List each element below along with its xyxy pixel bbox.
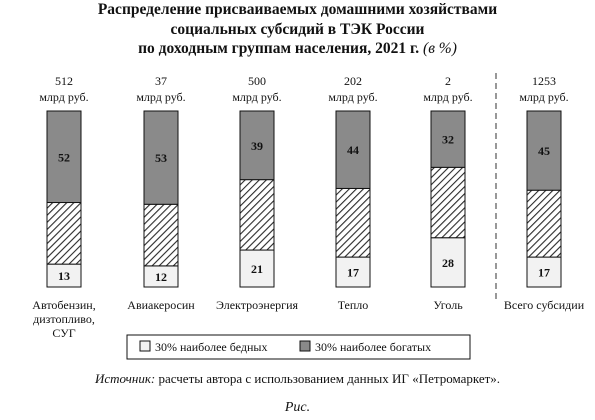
title-unit: (в %) xyxy=(423,40,457,57)
bar-segment-middle xyxy=(335,187,371,258)
source-lead: Источник: xyxy=(94,371,156,386)
bar-segment-middle xyxy=(526,189,562,258)
category-label: Авиакеросин xyxy=(127,298,195,312)
title-line-3-text: по доходным группам населения, 2021 г. xyxy=(138,40,420,57)
data-label-richest: 44 xyxy=(347,143,359,157)
data-label-poorest: 17 xyxy=(347,266,359,280)
bar-total-value: 500 xyxy=(248,74,266,88)
bar-segment-poorest xyxy=(430,237,466,288)
bar-segment-richest xyxy=(143,110,179,205)
figure-caption: Рис. xyxy=(284,400,311,415)
chart-title: Распределение присваиваемых домашними хо… xyxy=(0,0,595,59)
bar-segment-middle xyxy=(239,179,275,251)
data-label-richest: 53 xyxy=(155,151,167,165)
bar-total-unit: млрд руб. xyxy=(39,90,88,104)
bar-total-unit: млрд руб. xyxy=(423,90,472,104)
bar-total-value: 2 xyxy=(445,74,451,88)
legend-swatch-richest xyxy=(299,340,311,352)
bar-total-value: 512 xyxy=(55,74,73,88)
bar-total-unit: млрд руб. xyxy=(519,90,568,104)
data-label-richest: 52 xyxy=(58,150,70,164)
data-label-poorest: 13 xyxy=(58,269,70,283)
bar-total-value: 37 xyxy=(155,74,167,88)
plot-area: 512 млрд руб. 13 52 Автобензин,дизтопливо,СУ… xyxy=(32,73,585,340)
category-label: Уголь xyxy=(433,298,463,312)
source-text: расчеты автора с использованием данных И… xyxy=(155,371,501,386)
data-label-poorest: 17 xyxy=(538,266,550,280)
category-label: дизтопливо, xyxy=(33,312,95,326)
bar-segment-poorest xyxy=(526,256,562,288)
bar-segment-middle xyxy=(430,166,466,239)
bar-total-unit: млрд руб. xyxy=(232,90,281,104)
legend-label-richest: 30% наиболее богатых xyxy=(315,340,431,354)
data-label-poorest: 28 xyxy=(442,256,454,270)
bar-total-value: 1253 xyxy=(532,74,556,88)
legend-frame xyxy=(126,334,471,360)
bar-segment-richest xyxy=(526,110,562,191)
legend-label-poorest: 30% наиболее бедных xyxy=(155,340,267,354)
bar-segment-richest xyxy=(335,110,371,189)
bar-segment-middle xyxy=(46,202,82,265)
bar-segment-poorest xyxy=(239,249,275,288)
legend: 30% наиболее бедных 30% наиболее богатых xyxy=(126,334,471,360)
stacked-bar-chart: 512 млрд руб. 13 52 Автобензин,дизтопливо,СУ… xyxy=(32,73,585,360)
data-label-richest: 39 xyxy=(251,139,263,153)
bar-segment-middle xyxy=(143,203,179,267)
data-label-poorest: 21 xyxy=(251,262,263,276)
category-label: Автобензин, xyxy=(32,298,95,312)
title-line-2: социальных субсидий в ТЭК России xyxy=(170,20,425,38)
bar-segment-richest xyxy=(46,110,82,204)
category-label: СУГ xyxy=(52,326,75,340)
data-label-richest: 32 xyxy=(442,133,454,147)
category-label: Электроэнергия xyxy=(216,298,299,312)
category-label: Тепло xyxy=(338,298,369,312)
bar-total-unit: млрд руб. xyxy=(136,90,185,104)
bar-segment-richest xyxy=(430,110,466,168)
title-line-3: по доходным группам населения, 2021 г. (… xyxy=(0,39,595,59)
bar-total-unit: млрд руб. xyxy=(328,90,377,104)
data-label-richest: 45 xyxy=(538,144,550,158)
bar-segment-richest xyxy=(239,110,275,181)
title-line-1: Распределение присваиваемых домашними хо… xyxy=(97,1,498,18)
bar-segment-poorest xyxy=(335,256,371,288)
category-label: Всего субсидии xyxy=(504,298,585,312)
source-note: Источник: расчеты автора с использование… xyxy=(0,371,595,387)
data-label-poorest: 12 xyxy=(155,270,167,284)
legend-swatch-poorest xyxy=(139,340,151,352)
bar-total-value: 202 xyxy=(344,74,362,88)
